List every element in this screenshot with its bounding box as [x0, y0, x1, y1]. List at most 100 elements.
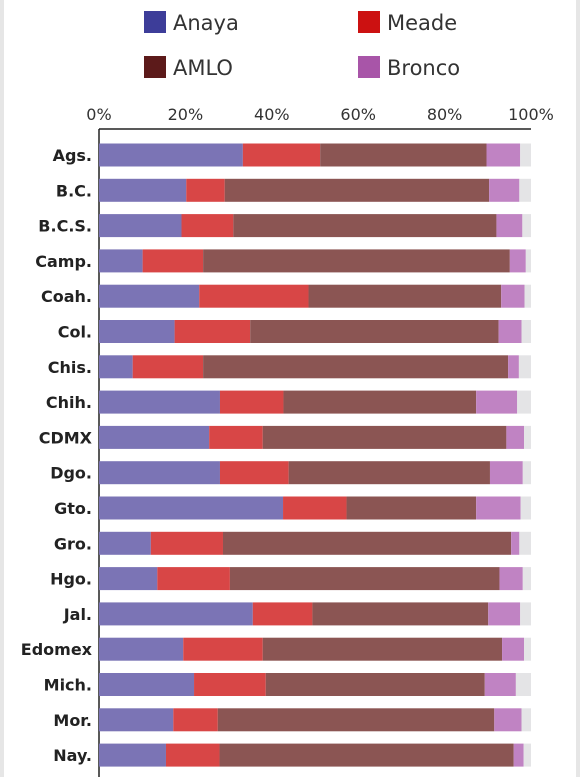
- chart-panel: Anaya Meade AMLO Bronco 0% 20% 40% 60% 80% 100% Ag…: [4, 0, 576, 777]
- bar-gto-amlo: [346, 496, 477, 520]
- bar-gto-meade: [283, 496, 347, 520]
- bar-camp-remainder: [525, 249, 531, 273]
- category-label-camp: Camp.: [35, 252, 92, 271]
- category-label-chis: Chis.: [48, 358, 92, 377]
- bar-chis-bronco: [508, 355, 519, 379]
- x-tick-label-60: 60%: [340, 105, 376, 124]
- bar-b-c-amlo: [224, 178, 490, 202]
- bar-gro-bronco: [511, 531, 520, 555]
- bar-gro-meade: [150, 531, 223, 555]
- bar-chis-meade: [132, 355, 204, 379]
- category-label-mich: Mich.: [44, 676, 92, 695]
- bar-jal-bronco: [488, 602, 521, 626]
- bar-cdmx-bronco: [506, 425, 525, 449]
- bar-dgo-anaya: [99, 461, 220, 485]
- bar-hgo-amlo: [229, 567, 500, 591]
- bar-b-c-s-remainder: [522, 214, 531, 238]
- x-tick-label-0: 0%: [86, 105, 111, 124]
- category-label-jal: Jal.: [63, 605, 92, 624]
- category-label-dgo: Dgo.: [50, 464, 92, 483]
- bar-cdmx-remainder: [524, 425, 531, 449]
- bar-jal-meade: [252, 602, 313, 626]
- bar-gto-remainder: [520, 496, 531, 520]
- bar-chis-anaya: [99, 355, 133, 379]
- bar-b-c-s-amlo: [233, 214, 497, 238]
- bar-chis-remainder: [518, 355, 531, 379]
- bar-dgo-meade: [219, 461, 289, 485]
- bar-cdmx-anaya: [99, 425, 210, 449]
- category-label-chih: Chih.: [46, 393, 92, 412]
- bar-hgo-anaya: [99, 567, 158, 591]
- bar-col-bronco: [498, 320, 522, 343]
- bar-b-c-bronco: [489, 178, 520, 202]
- category-label-gro: Gro.: [54, 534, 92, 553]
- bar-col-amlo: [250, 320, 499, 343]
- legend-label-meade: Meade: [387, 11, 457, 35]
- category-label-ags: Ags.: [53, 146, 92, 165]
- bar-camp-meade: [142, 249, 204, 273]
- bar-mich-meade: [194, 673, 266, 696]
- bar-chih-remainder: [517, 390, 531, 414]
- category-label-col: Col.: [58, 323, 92, 342]
- bar-gro-amlo: [222, 531, 512, 555]
- legend-swatch-meade: [358, 11, 380, 33]
- bar-b-c-anaya: [99, 178, 187, 202]
- bar-mor-anaya: [99, 708, 174, 732]
- bar-coah-anaya: [99, 284, 200, 308]
- x-tick-label-80: 80%: [427, 105, 463, 124]
- category-label-hgo: Hgo.: [50, 570, 92, 589]
- bar-mor-bronco: [494, 708, 522, 732]
- x-tick-label-100: 100%: [508, 105, 554, 124]
- bar-chis-amlo: [203, 355, 509, 379]
- bar-mich-remainder: [515, 673, 531, 696]
- bar-cdmx-amlo: [262, 425, 507, 449]
- bar-gto-bronco: [476, 496, 521, 520]
- bar-mich-anaya: [99, 673, 195, 696]
- category-label-coah: Coah.: [41, 287, 92, 306]
- bar-b-c-s-anaya: [99, 214, 182, 238]
- category-label-nay: Nay.: [53, 746, 92, 765]
- bar-jal-amlo: [312, 602, 489, 626]
- bar-mor-amlo: [217, 708, 495, 732]
- bar-dgo-remainder: [522, 461, 531, 485]
- bar-camp-amlo: [203, 249, 510, 273]
- bar-hgo-meade: [157, 567, 230, 591]
- category-label-mor: Mor.: [53, 711, 92, 730]
- bar-mor-meade: [173, 708, 218, 732]
- bar-chih-anaya: [99, 390, 220, 414]
- bar-ags-bronco: [486, 143, 521, 167]
- bar-b-c-s-bronco: [496, 214, 523, 238]
- bar-nay-bronco: [513, 743, 524, 767]
- bar-col-anaya: [99, 320, 175, 343]
- bar-coah-meade: [199, 284, 309, 308]
- legend-label-amlo: AMLO: [173, 56, 233, 80]
- legend-label-anaya: Anaya: [173, 11, 239, 35]
- category-label-edomex: Edomex: [21, 640, 93, 659]
- category-label-b-c-s: B.C.S.: [38, 217, 92, 236]
- x-tick-label-40: 40%: [254, 105, 290, 124]
- bar-coah-remainder: [524, 284, 531, 308]
- bar-camp-bronco: [509, 249, 526, 273]
- bar-edomex-bronco: [502, 637, 525, 661]
- bar-ags-remainder: [520, 143, 531, 167]
- bar-edomex-amlo: [262, 637, 503, 661]
- bar-nay-anaya: [99, 743, 166, 767]
- category-label-cdmx: CDMX: [39, 428, 93, 447]
- bar-mich-amlo: [265, 673, 485, 696]
- bar-dgo-bronco: [489, 461, 523, 485]
- category-label-b-c: B.C.: [56, 181, 92, 200]
- bar-jal-remainder: [520, 602, 531, 626]
- bar-mich-bronco: [484, 673, 516, 696]
- bar-nay-meade: [165, 743, 220, 767]
- bar-gto-anaya: [99, 496, 284, 520]
- bar-nay-amlo: [219, 743, 514, 767]
- bar-edomex-remainder: [524, 637, 531, 661]
- bar-b-c-s-meade: [181, 214, 234, 238]
- legend-swatch-anaya: [144, 11, 166, 33]
- bar-dgo-amlo: [288, 461, 490, 485]
- bar-b-c-meade: [186, 178, 225, 202]
- bar-ags-amlo: [320, 143, 487, 167]
- bar-gro-anaya: [99, 531, 151, 555]
- bar-edomex-anaya: [99, 637, 184, 661]
- stacked-bar-chart: Anaya Meade AMLO Bronco 0% 20% 40% 60% 80% 100% Ag…: [21, 11, 554, 777]
